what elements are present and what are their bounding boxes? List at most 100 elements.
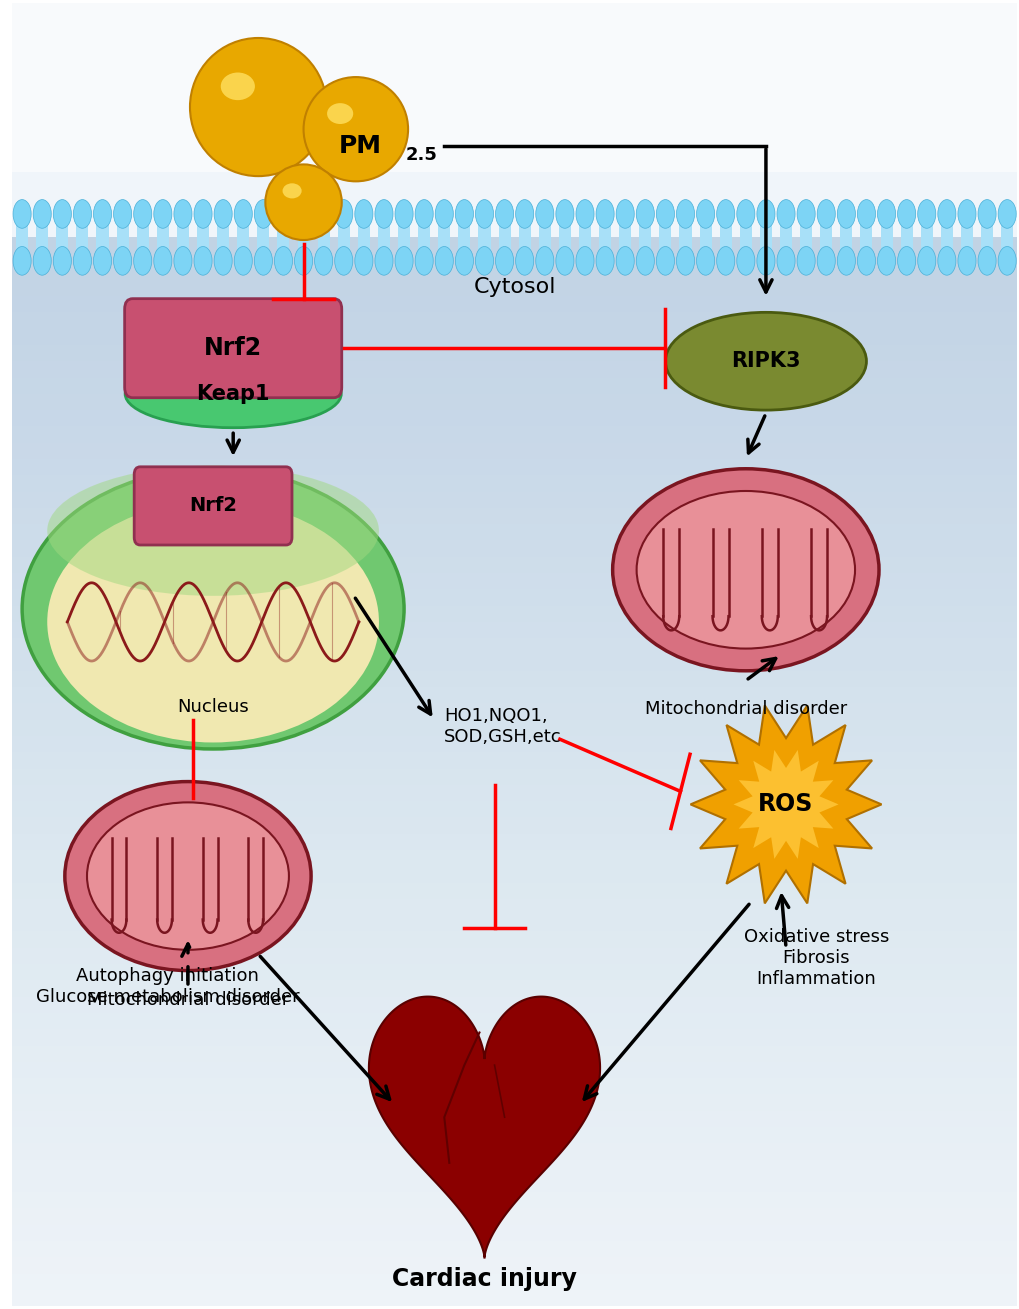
FancyBboxPatch shape [12, 20, 1016, 35]
FancyBboxPatch shape [237, 213, 249, 255]
FancyBboxPatch shape [639, 213, 651, 255]
Ellipse shape [34, 246, 51, 275]
Ellipse shape [113, 246, 131, 275]
Ellipse shape [576, 246, 593, 275]
FancyBboxPatch shape [780, 213, 792, 255]
Ellipse shape [190, 38, 326, 177]
Ellipse shape [13, 246, 32, 275]
FancyBboxPatch shape [980, 213, 993, 255]
Text: Mitochondrial disorder: Mitochondrial disorder [644, 700, 846, 719]
Polygon shape [369, 996, 599, 1258]
Ellipse shape [334, 199, 353, 228]
FancyBboxPatch shape [12, 768, 1016, 785]
FancyBboxPatch shape [12, 230, 1016, 247]
FancyBboxPatch shape [12, 377, 1016, 394]
FancyBboxPatch shape [518, 213, 530, 255]
FancyBboxPatch shape [277, 213, 289, 255]
Text: Keap1: Keap1 [197, 384, 270, 403]
Ellipse shape [495, 199, 514, 228]
Ellipse shape [736, 246, 754, 275]
FancyBboxPatch shape [12, 51, 1016, 68]
FancyBboxPatch shape [920, 213, 931, 255]
Text: Nucleus: Nucleus [177, 698, 249, 716]
Text: PM: PM [338, 134, 381, 158]
Ellipse shape [716, 199, 734, 228]
FancyBboxPatch shape [12, 622, 1016, 639]
FancyBboxPatch shape [12, 1274, 1016, 1289]
Ellipse shape [595, 246, 613, 275]
Polygon shape [733, 750, 838, 859]
Ellipse shape [113, 199, 131, 228]
FancyBboxPatch shape [12, 346, 1016, 361]
FancyBboxPatch shape [12, 639, 1016, 654]
Ellipse shape [977, 199, 996, 228]
FancyBboxPatch shape [12, 68, 1016, 84]
Ellipse shape [274, 199, 292, 228]
Ellipse shape [94, 199, 111, 228]
FancyBboxPatch shape [12, 1111, 1016, 1127]
FancyBboxPatch shape [1001, 213, 1012, 255]
Ellipse shape [816, 246, 835, 275]
FancyBboxPatch shape [12, 427, 1016, 442]
Ellipse shape [917, 199, 934, 228]
FancyBboxPatch shape [12, 1062, 1016, 1079]
Text: Cytosol: Cytosol [473, 276, 555, 297]
FancyBboxPatch shape [12, 963, 1016, 980]
FancyBboxPatch shape [12, 492, 1016, 508]
FancyBboxPatch shape [12, 753, 1016, 768]
FancyBboxPatch shape [12, 1143, 1016, 1160]
FancyBboxPatch shape [36, 213, 48, 255]
FancyBboxPatch shape [879, 213, 892, 255]
Ellipse shape [696, 199, 714, 228]
Ellipse shape [282, 183, 302, 199]
FancyBboxPatch shape [12, 410, 1016, 427]
Ellipse shape [535, 199, 553, 228]
Ellipse shape [73, 246, 92, 275]
FancyBboxPatch shape [12, 361, 1016, 377]
FancyBboxPatch shape [819, 213, 832, 255]
Ellipse shape [355, 246, 373, 275]
FancyBboxPatch shape [12, 3, 1016, 237]
FancyBboxPatch shape [438, 213, 449, 255]
FancyBboxPatch shape [12, 541, 1016, 556]
Text: RIPK3: RIPK3 [731, 351, 800, 372]
Ellipse shape [394, 246, 413, 275]
FancyBboxPatch shape [12, 948, 1016, 963]
Text: Oxidative stress
Fibrosis
Inflammation: Oxidative stress Fibrosis Inflammation [743, 928, 888, 988]
FancyBboxPatch shape [719, 213, 731, 255]
FancyBboxPatch shape [197, 213, 209, 255]
Ellipse shape [796, 199, 814, 228]
FancyBboxPatch shape [679, 213, 691, 255]
Ellipse shape [676, 246, 694, 275]
Ellipse shape [475, 246, 493, 275]
Text: 2.5: 2.5 [406, 147, 437, 165]
Ellipse shape [125, 360, 341, 428]
Ellipse shape [897, 246, 915, 275]
Ellipse shape [375, 246, 392, 275]
FancyBboxPatch shape [12, 35, 1016, 51]
Ellipse shape [917, 246, 934, 275]
FancyBboxPatch shape [12, 313, 1016, 329]
FancyBboxPatch shape [12, 247, 1016, 263]
Ellipse shape [254, 246, 272, 275]
FancyBboxPatch shape [12, 654, 1016, 670]
FancyBboxPatch shape [56, 213, 68, 255]
FancyBboxPatch shape [176, 213, 189, 255]
Ellipse shape [274, 246, 292, 275]
FancyBboxPatch shape [12, 996, 1016, 1013]
FancyBboxPatch shape [12, 1192, 1016, 1208]
Ellipse shape [756, 199, 774, 228]
Ellipse shape [53, 199, 71, 228]
FancyBboxPatch shape [498, 213, 511, 255]
Ellipse shape [304, 77, 408, 182]
Text: HO1,NQO1,
SOD,GSH,etc: HO1,NQO1, SOD,GSH,etc [444, 707, 561, 746]
FancyBboxPatch shape [12, 459, 1016, 475]
Ellipse shape [796, 246, 814, 275]
Ellipse shape [334, 246, 353, 275]
FancyBboxPatch shape [840, 213, 852, 255]
FancyBboxPatch shape [397, 213, 410, 255]
FancyBboxPatch shape [137, 213, 149, 255]
FancyBboxPatch shape [12, 215, 1016, 230]
Ellipse shape [857, 199, 874, 228]
Ellipse shape [214, 199, 232, 228]
